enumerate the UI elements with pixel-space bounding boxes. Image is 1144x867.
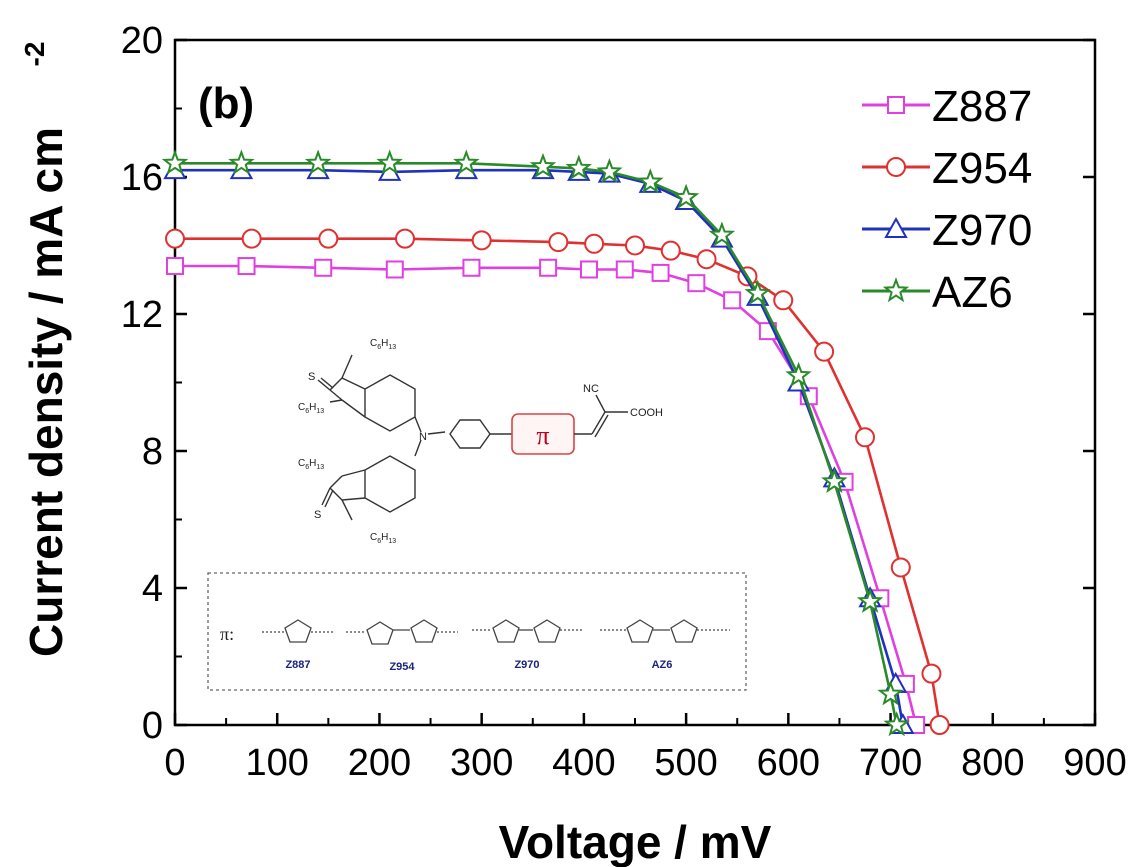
y-axis-label: Current density / mA cm — [20, 127, 72, 657]
data-point-z954 — [815, 343, 833, 361]
molecule-n-central: N — [419, 431, 427, 443]
x-tick-label: 400 — [552, 742, 615, 784]
x-tick-label: 500 — [654, 742, 717, 784]
molecule-hexyl-1: C6H13 — [370, 338, 396, 351]
molecule-s-top: S — [308, 371, 315, 383]
pi-bridge-box — [208, 573, 746, 690]
data-point-z887 — [540, 260, 556, 276]
data-point-z887 — [724, 292, 740, 308]
legend: Z887 Z954 Z970 AZ6 — [862, 82, 1032, 317]
legend-item-z954: Z954 — [862, 144, 1032, 193]
x-tick-label: 700 — [859, 742, 922, 784]
molecule-hexyl-2: C6H13 — [298, 402, 324, 415]
molecule-structure — [318, 355, 628, 520]
pi-bridge-name-z887: Z887 — [285, 659, 310, 671]
x-tick-label: 100 — [246, 742, 309, 784]
y-axis-label-group: Current density / mA cm -2 — [19, 42, 72, 657]
y-tick-label: 4 — [142, 568, 163, 610]
molecule-hexyl-4: C6H13 — [370, 532, 396, 545]
x-tick-label: 0 — [164, 742, 185, 784]
data-point-z954 — [774, 291, 792, 309]
legend-item-z970: Z970 — [862, 206, 1032, 255]
y-tick-label: 20 — [121, 20, 163, 62]
legend-marker — [888, 97, 904, 113]
series-line-z954 — [175, 239, 940, 725]
legend-label: Z887 — [932, 82, 1032, 131]
x-tick-label: 800 — [961, 742, 1024, 784]
x-axis-label: Voltage / mV — [499, 816, 772, 867]
pi-bridge-rings — [262, 620, 730, 644]
data-point-z954 — [166, 230, 184, 248]
legend-label: Z970 — [932, 206, 1032, 255]
data-point-z887 — [581, 261, 597, 277]
molecule-pi-label: π — [536, 421, 549, 450]
y-axis-label-superscript: -2 — [19, 42, 50, 67]
pi-bridge-name-az6: AZ6 — [652, 659, 673, 671]
pi-bridge-name-z954: Z954 — [389, 661, 415, 673]
molecule-cooh: COOH — [630, 407, 663, 419]
data-point-z887 — [387, 261, 403, 277]
x-tick-label: 300 — [450, 742, 513, 784]
data-point-z954 — [243, 230, 261, 248]
data-point-z954 — [319, 230, 337, 248]
molecule-nc: NC — [583, 383, 599, 395]
legend-marker — [886, 280, 907, 300]
series-z887 — [167, 258, 924, 733]
data-point-z954 — [662, 242, 680, 260]
pi-bridge-inset: π: Z887 Z954 Z970 AZ — [208, 573, 746, 690]
y-tick-label: 0 — [142, 705, 163, 747]
data-point-z887 — [688, 275, 704, 291]
data-point-z887 — [167, 258, 183, 274]
data-point-z887 — [617, 261, 633, 277]
data-point-z954 — [922, 665, 940, 683]
legend-label: Z954 — [932, 144, 1032, 193]
molecule-s-bottom: S — [314, 509, 321, 521]
x-tick-label: 900 — [1063, 742, 1126, 784]
legend-marker — [887, 158, 905, 176]
data-point-z887 — [463, 260, 479, 276]
y-tick-label: 16 — [121, 157, 163, 199]
molecule-hexyl-3: C6H13 — [298, 458, 324, 471]
data-point-z887 — [239, 258, 255, 274]
data-point-z887 — [653, 265, 669, 281]
series-line-z887 — [175, 266, 916, 725]
x-tick-label: 200 — [348, 742, 411, 784]
y-tick-label: 12 — [121, 294, 163, 336]
pi-bridge-prefix: π: — [220, 624, 234, 644]
data-point-z954 — [549, 233, 567, 251]
data-point-z954 — [931, 716, 949, 734]
data-point-z954 — [585, 235, 603, 253]
x-tick-label: 600 — [757, 742, 820, 784]
data-point-z954 — [856, 428, 874, 446]
molecule-inset: π NC COOH N S S C6H13 C6H13 C6H13 C6H13 — [298, 338, 663, 545]
legend-label: AZ6 — [932, 268, 1013, 317]
data-point-z954 — [698, 250, 716, 268]
data-point-z954 — [892, 558, 910, 576]
legend-item-z887: Z887 — [862, 82, 1032, 131]
data-point-z954 — [626, 237, 644, 255]
y-tick-label: 8 — [142, 431, 163, 473]
pi-bridge-name-z970: Z970 — [514, 659, 539, 671]
legend-item-az6: AZ6 — [862, 268, 1013, 317]
data-point-z954 — [396, 230, 414, 248]
data-point-z887 — [315, 260, 331, 276]
data-point-z954 — [473, 231, 491, 249]
panel-label: (b) — [198, 79, 254, 128]
tick-labels: 0 100 200 300 400 500 600 700 800 900 0 4 8 12 16 20 — [121, 20, 1127, 784]
